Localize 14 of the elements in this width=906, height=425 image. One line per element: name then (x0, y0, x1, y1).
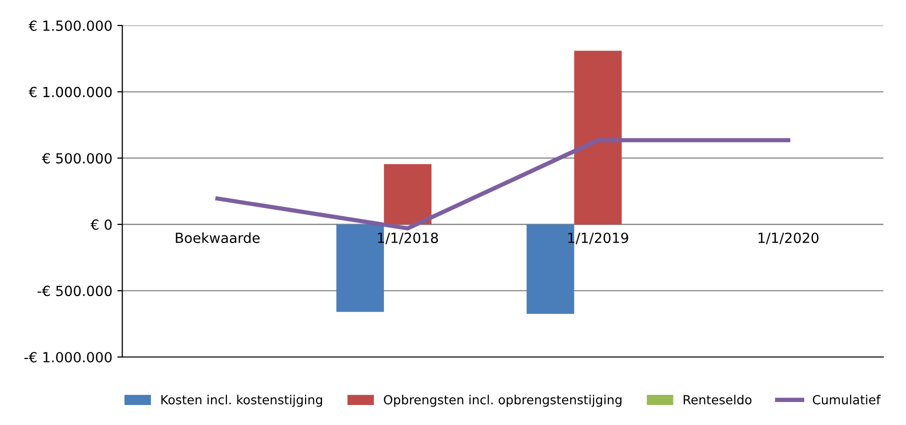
y-tick-label: € 1.000.000 (28, 86, 112, 98)
y-tick-label: -€ 1.000.000 (24, 352, 112, 362)
legend-label: Opbrengsten incl. opbrengstenstijging (384, 394, 622, 407)
y-tick-label: € 500.000 (42, 153, 112, 164)
y-tick-label: -€ 500.000 (38, 286, 112, 296)
y-tick-label: € 0 (90, 219, 112, 230)
x-tick-label: Boekwaarde (176, 232, 260, 244)
legend-label: Cumulatief (812, 394, 881, 404)
y-tick-label: € 1.500.000 (28, 20, 112, 31)
bar (574, 50, 622, 224)
legend-label: Kosten incl. kostenstijging (161, 394, 322, 407)
x-tick-label: 1/1/2020 (758, 232, 818, 244)
legend-label: Renteseldo (684, 394, 752, 404)
bar (384, 164, 432, 224)
